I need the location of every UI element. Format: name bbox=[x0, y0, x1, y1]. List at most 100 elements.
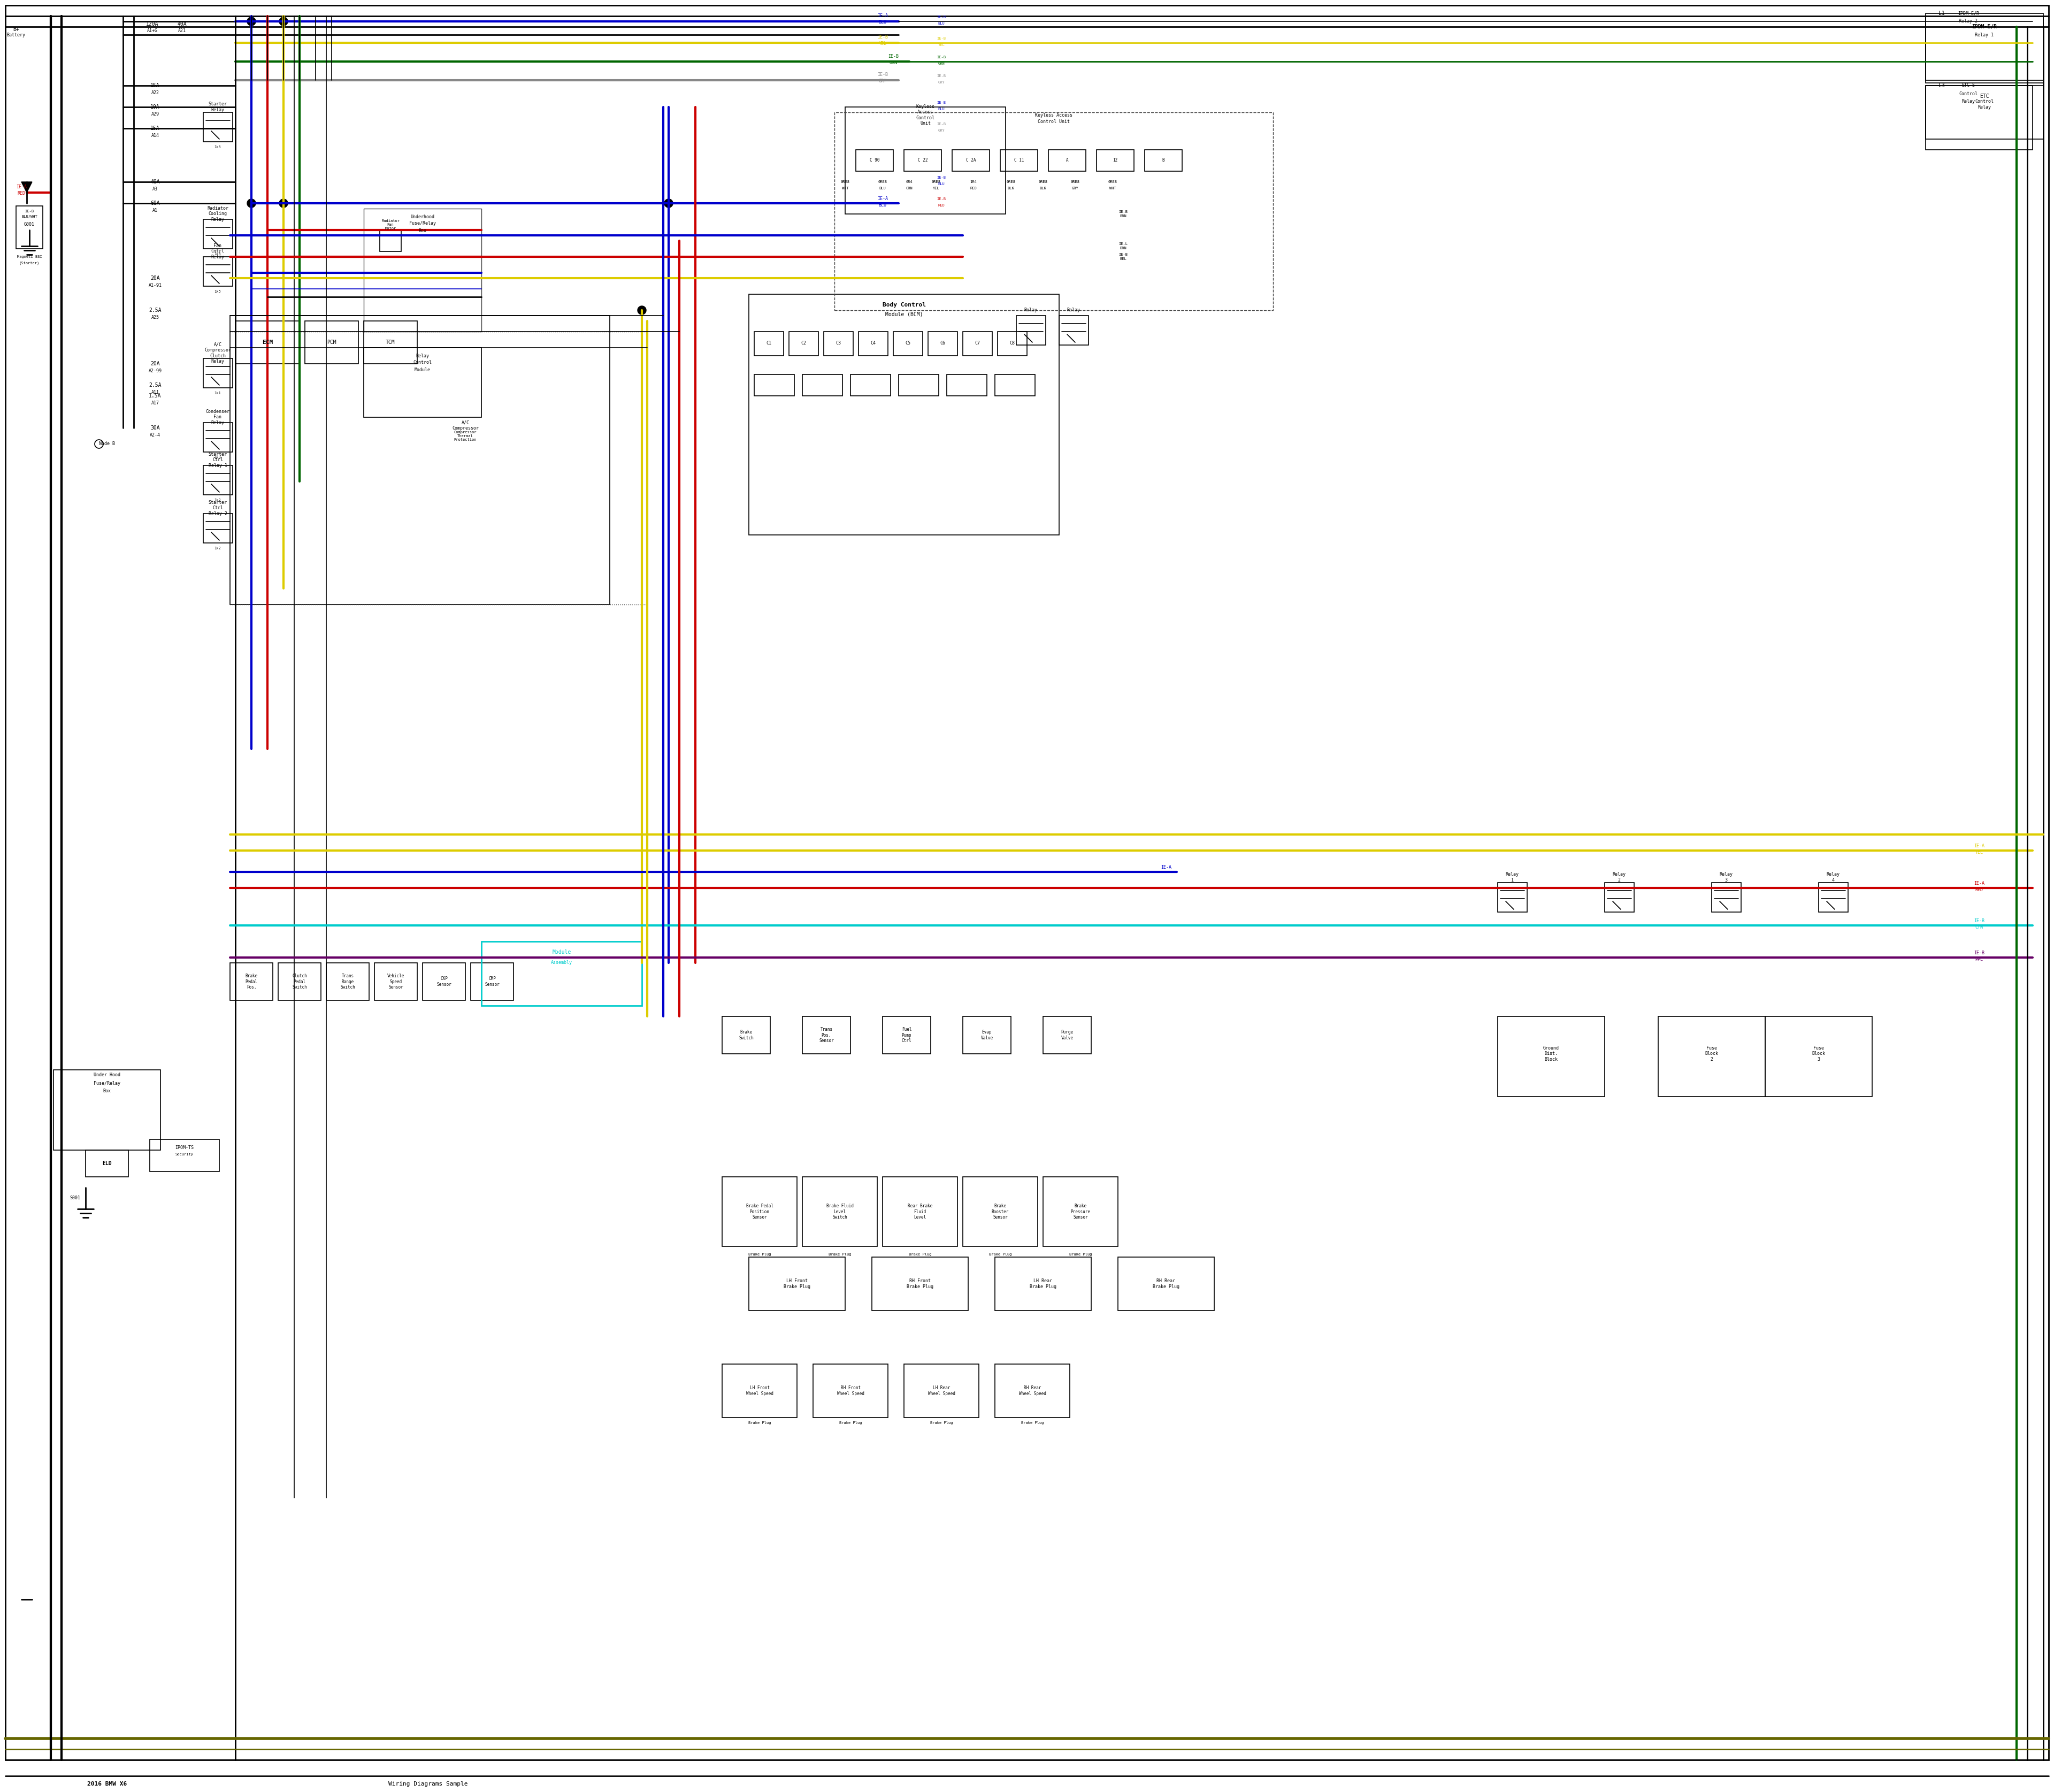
Text: Brake Plug: Brake Plug bbox=[828, 1253, 850, 1256]
Bar bbox=[813, 1364, 887, 1417]
Text: 1.5A: 1.5A bbox=[148, 392, 162, 398]
Text: C3: C3 bbox=[836, 340, 840, 346]
Bar bbox=[364, 321, 417, 364]
Text: 0RE8: 0RE8 bbox=[1006, 181, 1015, 183]
Text: Brake Plug: Brake Plug bbox=[1021, 1421, 1043, 1425]
Text: Brake
Booster
Sensor: Brake Booster Sensor bbox=[992, 1204, 1009, 1220]
Text: C4: C4 bbox=[871, 340, 875, 346]
Text: A22: A22 bbox=[152, 91, 158, 95]
Text: Starter
Ctrl
Relay 2: Starter Ctrl Relay 2 bbox=[207, 500, 228, 516]
Text: Fuse
Block
3: Fuse Block 3 bbox=[1812, 1047, 1826, 1063]
Text: YEL: YEL bbox=[933, 186, 939, 190]
Text: 0RE8: 0RE8 bbox=[1039, 181, 1048, 183]
Bar bbox=[904, 1364, 980, 1417]
Text: 20A: 20A bbox=[150, 360, 160, 366]
Text: 1R4: 1R4 bbox=[969, 181, 978, 183]
Text: Keyless Access: Keyless Access bbox=[1035, 113, 1072, 118]
Text: PCM: PCM bbox=[327, 340, 337, 346]
Text: IE-B: IE-B bbox=[937, 100, 947, 104]
Text: CMP
Sensor: CMP Sensor bbox=[485, 977, 499, 987]
Text: Brake Fluid
Level
Switch: Brake Fluid Level Switch bbox=[826, 1204, 852, 1220]
Text: B+: B+ bbox=[12, 27, 18, 32]
Text: A29: A29 bbox=[152, 113, 158, 116]
Text: 15A: 15A bbox=[150, 125, 160, 131]
Text: LH Front
Wheel Speed: LH Front Wheel Speed bbox=[746, 1385, 772, 1396]
Bar bbox=[304, 321, 357, 364]
Text: IPDM-E/R: IPDM-E/R bbox=[1957, 11, 1980, 16]
Bar bbox=[1000, 151, 1037, 172]
Bar bbox=[203, 113, 232, 142]
Text: Starter
Relay: Starter Relay bbox=[207, 102, 228, 113]
Text: 2.5A: 2.5A bbox=[148, 382, 162, 387]
Bar bbox=[723, 1016, 770, 1054]
Text: Module (BCM): Module (BCM) bbox=[885, 312, 922, 317]
Text: IE-B: IE-B bbox=[937, 38, 947, 39]
Bar bbox=[1764, 1016, 1871, 1097]
Text: Magneti BSI: Magneti BSI bbox=[16, 254, 41, 258]
Text: Brake Plug: Brake Plug bbox=[930, 1421, 953, 1425]
Text: Body Control: Body Control bbox=[883, 303, 926, 308]
Text: CRN: CRN bbox=[906, 186, 912, 190]
Text: IE-B: IE-B bbox=[937, 56, 947, 59]
Bar bbox=[53, 1070, 160, 1150]
Text: A1: A1 bbox=[152, 208, 158, 213]
Text: RED: RED bbox=[969, 186, 978, 190]
Text: CYN: CYN bbox=[1976, 925, 1982, 930]
Text: Brake Pedal
Position
Sensor: Brake Pedal Position Sensor bbox=[746, 1204, 772, 1220]
Polygon shape bbox=[663, 199, 674, 208]
Bar bbox=[963, 1177, 1037, 1247]
Text: Radiator
Fan
Motor: Radiator Fan Motor bbox=[382, 219, 401, 229]
Text: 0R4: 0R4 bbox=[906, 181, 912, 183]
Text: IPDM-E/R: IPDM-E/R bbox=[1972, 23, 1996, 29]
Bar bbox=[1497, 1016, 1604, 1097]
Text: A2-99: A2-99 bbox=[148, 369, 162, 375]
Bar bbox=[423, 962, 466, 1000]
Bar bbox=[871, 1256, 967, 1310]
Text: C6: C6 bbox=[941, 340, 945, 346]
Text: 0RE8: 0RE8 bbox=[933, 181, 941, 183]
Text: Fuel
Pump
Ctrl: Fuel Pump Ctrl bbox=[902, 1027, 912, 1043]
Text: Wiring Diagrams Sample: Wiring Diagrams Sample bbox=[388, 1781, 468, 1787]
Text: Relay: Relay bbox=[1962, 99, 1976, 104]
Text: GRY: GRY bbox=[939, 129, 945, 133]
Text: 1k5: 1k5 bbox=[214, 253, 222, 256]
Bar bbox=[1927, 86, 2033, 151]
Text: BLU: BLU bbox=[879, 186, 885, 190]
Bar bbox=[1927, 86, 2044, 140]
Text: CKP
Sensor: CKP Sensor bbox=[438, 977, 452, 987]
Text: A17: A17 bbox=[152, 401, 158, 405]
Text: PPL: PPL bbox=[1976, 957, 1982, 962]
Text: 15A: 15A bbox=[150, 82, 160, 88]
Text: Radiator
Cooling
Relay: Radiator Cooling Relay bbox=[207, 206, 228, 222]
Bar bbox=[1048, 151, 1087, 172]
Bar bbox=[834, 113, 1273, 310]
Text: Keyless
Access
Control
Unit: Keyless Access Control Unit bbox=[916, 104, 935, 125]
Bar bbox=[857, 151, 893, 172]
Text: Trans
Pos.
Sensor: Trans Pos. Sensor bbox=[820, 1027, 834, 1043]
Bar bbox=[1927, 13, 2044, 82]
Text: 12: 12 bbox=[1113, 158, 1117, 163]
Bar bbox=[947, 375, 986, 396]
Polygon shape bbox=[21, 181, 33, 192]
Text: 1k5: 1k5 bbox=[214, 145, 222, 149]
Bar bbox=[203, 358, 232, 387]
Text: 2.5A: 2.5A bbox=[148, 308, 162, 314]
Text: 20A: 20A bbox=[150, 276, 160, 281]
Text: IE-A: IE-A bbox=[1974, 844, 1984, 849]
Text: A3: A3 bbox=[152, 186, 158, 192]
Bar bbox=[203, 219, 232, 249]
Text: IE-B: IE-B bbox=[1974, 919, 1984, 923]
Bar bbox=[203, 514, 232, 543]
Text: L1: L1 bbox=[1939, 11, 1945, 16]
Text: Fan
Cntrl
Relay: Fan Cntrl Relay bbox=[212, 244, 224, 260]
Bar bbox=[236, 321, 300, 364]
Bar bbox=[900, 375, 939, 396]
Text: ETC: ETC bbox=[1980, 93, 1988, 99]
Text: LH Rear
Wheel Speed: LH Rear Wheel Speed bbox=[928, 1385, 955, 1396]
Text: LH Front
Brake Plug: LH Front Brake Plug bbox=[785, 1279, 811, 1288]
Text: 1k3: 1k3 bbox=[214, 455, 222, 459]
Bar bbox=[963, 1016, 1011, 1054]
Text: Brake
Pedal
Pos.: Brake Pedal Pos. bbox=[244, 973, 257, 989]
Text: BLU: BLU bbox=[939, 108, 945, 111]
Text: Control
Relay: Control Relay bbox=[1976, 99, 1994, 109]
